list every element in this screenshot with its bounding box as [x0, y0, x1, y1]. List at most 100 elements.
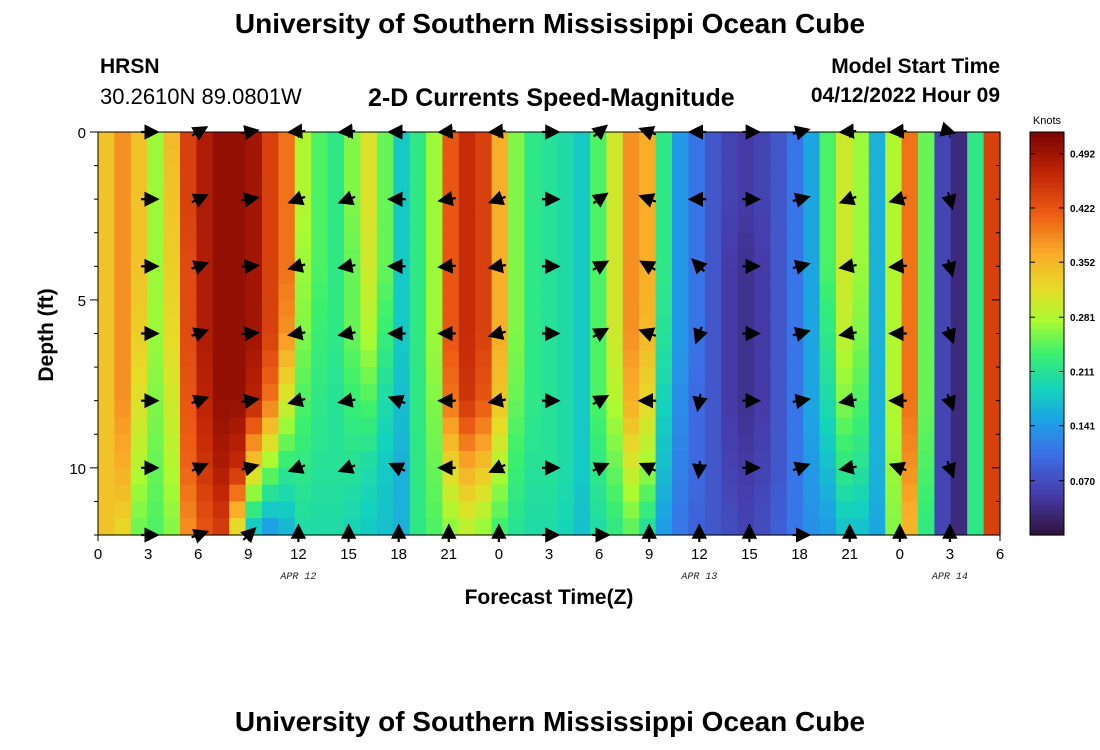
heatmap-cell	[524, 400, 542, 419]
x-tick-label: 15	[741, 546, 758, 563]
heatmap-cell	[770, 417, 788, 435]
heatmap-cell	[458, 199, 476, 217]
heatmap-cell	[622, 249, 640, 267]
heatmap-cell	[426, 383, 443, 402]
colorbar-segment	[1030, 283, 1064, 289]
heatmap-cell	[491, 232, 509, 251]
heatmap-cell	[442, 434, 460, 452]
heatmap-cell	[311, 333, 329, 351]
heatmap-cell	[737, 367, 755, 385]
heatmap-cell	[918, 350, 935, 368]
heatmap-cell	[819, 400, 837, 419]
heatmap-cell	[885, 249, 903, 267]
heatmap-cell	[704, 367, 722, 385]
heatmap-cell	[114, 132, 132, 150]
heatmap-cell	[196, 484, 214, 503]
heatmap-cell	[147, 434, 165, 452]
heatmap-cell	[327, 215, 345, 234]
heatmap-cell	[311, 299, 329, 318]
heatmap-cell	[934, 299, 952, 318]
colorbar-segment	[1030, 439, 1064, 445]
heatmap-cell	[327, 266, 345, 284]
heatmap-cell	[278, 367, 296, 385]
heatmap-cell	[508, 316, 525, 335]
heatmap-cell	[950, 283, 968, 301]
heatmap-cell	[622, 518, 640, 536]
heatmap-cell	[918, 316, 935, 335]
heatmap-cell	[754, 518, 771, 536]
heatmap-cell	[376, 165, 394, 183]
heatmap-cell	[901, 316, 919, 335]
heatmap-cell	[344, 266, 361, 284]
heatmap-cell	[180, 501, 197, 519]
heatmap-cell	[344, 299, 361, 318]
heatmap-cell	[426, 283, 443, 301]
x-axis-label: Forecast Time(Z)	[465, 586, 634, 609]
heatmap-cell	[245, 350, 263, 368]
heatmap-cell	[737, 199, 755, 217]
heatmap-cell	[508, 165, 525, 183]
current-arrow	[941, 192, 957, 211]
heatmap-cell	[688, 182, 706, 200]
heatmap-cell	[770, 467, 788, 486]
heatmap-cell	[458, 417, 476, 435]
heatmap-cell	[918, 484, 935, 503]
heatmap-cell	[606, 232, 624, 251]
x-tick-label: 18	[791, 546, 808, 563]
colorbar-segment	[1030, 338, 1064, 345]
heatmap-cell	[967, 316, 985, 335]
heatmap-cell	[278, 283, 296, 301]
heatmap-cell	[196, 283, 214, 301]
heatmap-cell	[540, 182, 558, 200]
heatmap-cell	[163, 467, 181, 486]
heatmap-cell	[737, 132, 755, 150]
heatmap-cell	[426, 350, 443, 368]
heatmap-cell	[327, 501, 345, 519]
heatmap-cell	[442, 518, 460, 536]
heatmap-cell	[770, 451, 788, 469]
heatmap-cell	[163, 199, 181, 217]
heatmap-cell	[852, 451, 870, 469]
current-arrow	[437, 258, 456, 274]
heatmap-cell	[245, 467, 263, 486]
heatmap-cell	[344, 367, 361, 385]
heatmap-cell	[672, 266, 689, 284]
colorbar-segment	[1030, 328, 1064, 335]
heatmap-cell	[852, 333, 870, 351]
heatmap-cell	[836, 249, 853, 267]
heatmap-cell	[754, 165, 771, 183]
heatmap-cell	[852, 434, 870, 452]
heatmap-cell	[770, 299, 788, 318]
heatmap-cell	[786, 232, 804, 251]
heatmap-cell	[458, 299, 476, 318]
heatmap-cell	[918, 232, 935, 251]
heatmap-cell	[754, 283, 771, 301]
heatmap-cell	[360, 400, 378, 419]
heatmap-cell	[885, 182, 903, 200]
heatmap-cell	[409, 182, 427, 200]
heatmap-cell	[819, 316, 837, 335]
heatmap-cell	[491, 165, 509, 183]
heatmap-cell	[786, 333, 804, 351]
heatmap-cell	[491, 249, 509, 267]
heatmap-cell	[967, 451, 985, 469]
chart-subtitle: 2-D Currents Speed-Magnitude	[368, 84, 735, 112]
heatmap-cell	[393, 417, 411, 435]
heatmap-cell	[163, 434, 181, 452]
heatmap-cell	[212, 501, 230, 519]
heatmap-cell	[868, 417, 886, 435]
heatmap-cell	[130, 215, 148, 234]
heatmap-cell	[327, 451, 345, 469]
heatmap-cell	[950, 132, 968, 150]
heatmap-cell	[573, 451, 591, 469]
current-arrow	[241, 192, 260, 208]
heatmap-cell	[967, 232, 985, 251]
heatmap-cell	[606, 132, 624, 150]
heatmap-cell	[672, 400, 689, 419]
heatmap-cell	[163, 333, 181, 351]
heatmap-cell	[770, 434, 788, 452]
colorbar-segment	[1030, 454, 1064, 461]
heatmap-cell	[918, 333, 935, 351]
colorbar-tick-label: 0.281	[1070, 313, 1095, 324]
heatmap-cell	[770, 182, 788, 200]
